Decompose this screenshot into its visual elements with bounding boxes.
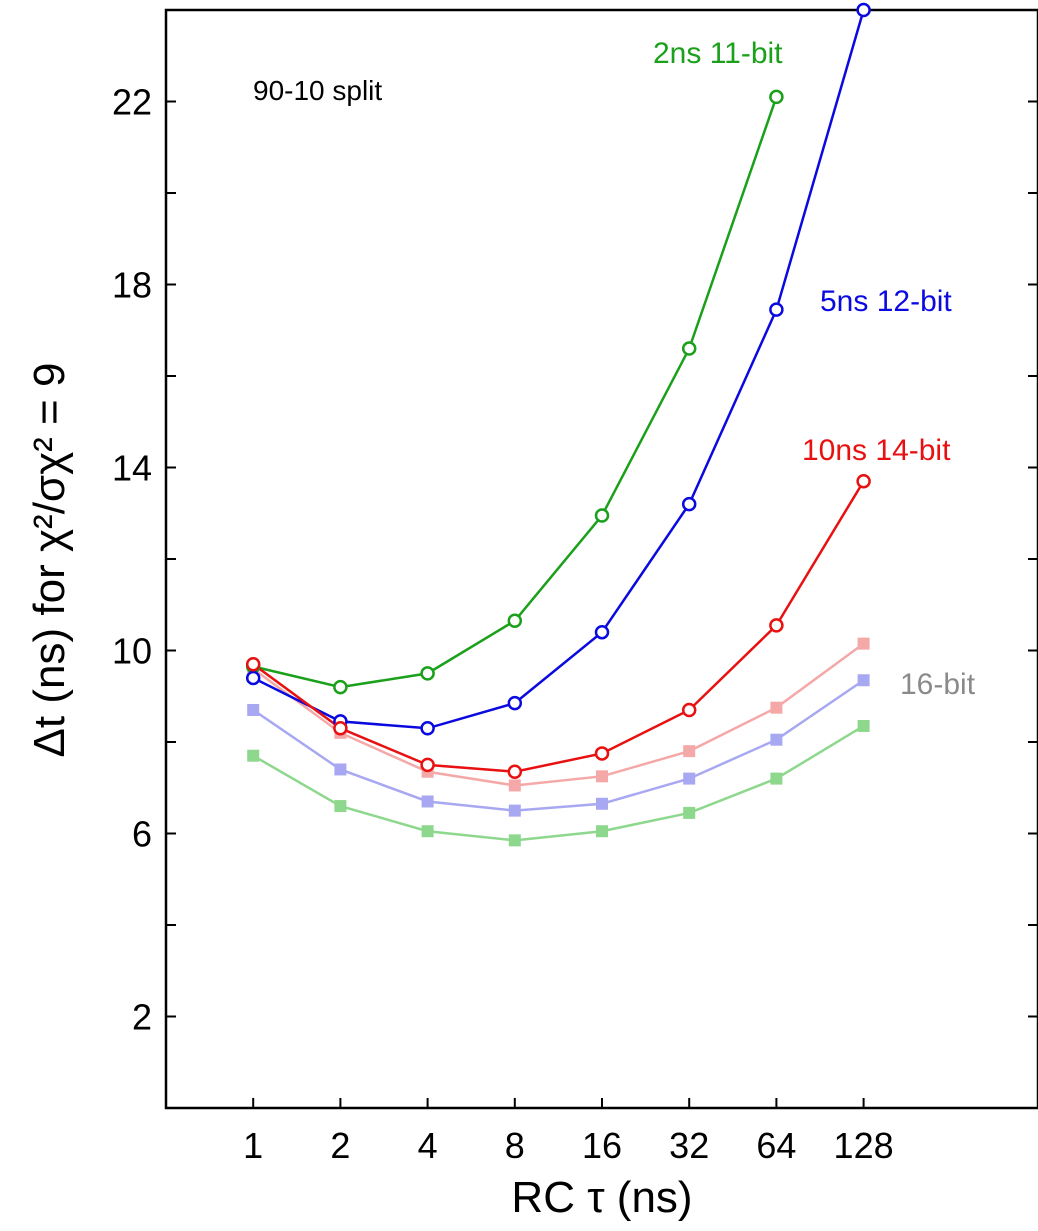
data-point xyxy=(508,834,521,847)
series-label: 16-bit xyxy=(900,668,976,701)
series-line xyxy=(252,9,865,730)
data-point xyxy=(770,772,783,785)
x-tick-label: 8 xyxy=(505,1125,525,1166)
data-point xyxy=(770,733,783,746)
data-point xyxy=(769,618,784,633)
data-point xyxy=(594,746,610,761)
series-label: 5ns 12-bit xyxy=(820,285,952,318)
data-point xyxy=(245,670,261,686)
y-tick-label: 2 xyxy=(132,997,152,1038)
series-line xyxy=(252,642,865,787)
x-tick-label: 16 xyxy=(582,1125,622,1166)
series-markers xyxy=(245,2,871,847)
data-point xyxy=(769,302,784,317)
data-point xyxy=(594,624,610,640)
data-point xyxy=(681,496,697,512)
data-point xyxy=(247,749,260,762)
data-point xyxy=(508,779,521,792)
series-label: 10ns 14-bit xyxy=(802,434,951,467)
data-point xyxy=(421,825,434,838)
y-tick-label: 18 xyxy=(112,265,152,306)
y-tick-label: 14 xyxy=(112,448,152,489)
x-axis-title: RC τ (ns) xyxy=(511,1173,692,1222)
data-point xyxy=(594,508,610,523)
x-tick-label: 128 xyxy=(834,1125,894,1166)
data-point xyxy=(683,772,696,785)
series-label: 2ns 11-bit xyxy=(653,37,783,70)
data-point xyxy=(507,764,523,779)
x-tick-label: 32 xyxy=(669,1125,709,1166)
data-point xyxy=(507,613,523,629)
y-tick-label: 10 xyxy=(112,631,152,672)
data-point xyxy=(421,795,434,808)
data-point xyxy=(596,825,608,838)
y-tick-label: 22 xyxy=(112,82,152,123)
data-point xyxy=(245,656,261,672)
data-point xyxy=(857,674,870,687)
data-point xyxy=(507,695,523,711)
data-point xyxy=(683,745,696,758)
series-line xyxy=(252,679,865,812)
data-point xyxy=(596,797,608,810)
data-point xyxy=(856,2,871,18)
data-point xyxy=(856,473,871,489)
data-point xyxy=(681,341,697,356)
data-point xyxy=(681,702,697,718)
data-point xyxy=(770,701,783,714)
series-line xyxy=(252,724,865,842)
data-point xyxy=(420,721,435,736)
series-line xyxy=(252,96,778,689)
plot-frame xyxy=(164,8,1038,1110)
data-point xyxy=(857,637,870,650)
tick-labels: 2 6 10 14 18 22 1 2 4 8 16 32 64 128 xyxy=(112,82,894,1167)
data-point xyxy=(247,703,260,716)
data-point xyxy=(333,679,348,695)
data-point xyxy=(420,757,435,773)
series-labels: 2ns 11-bit 5ns 12-bit 10ns 14-bit 16-bit xyxy=(653,37,976,701)
data-point xyxy=(769,89,784,105)
data-point xyxy=(420,666,435,681)
series-line xyxy=(252,480,865,773)
y-tick-label: 6 xyxy=(132,814,152,855)
data-point xyxy=(683,806,696,819)
x-tick-label: 1 xyxy=(243,1125,263,1166)
data-point xyxy=(596,770,608,783)
data-point xyxy=(857,719,870,732)
tick-marks xyxy=(166,9,1038,1109)
data-point xyxy=(508,804,521,817)
data-point xyxy=(333,721,348,736)
x-tick-label: 2 xyxy=(330,1125,350,1166)
data-point xyxy=(334,763,347,776)
data-point xyxy=(334,800,347,813)
x-tick-label: 64 xyxy=(756,1125,796,1166)
y-axis-title: Δt (ns) for χ²/σχ² = 9 xyxy=(25,363,74,758)
annotation-label: 90-10 split xyxy=(253,75,382,106)
x-tick-label: 4 xyxy=(418,1125,438,1166)
